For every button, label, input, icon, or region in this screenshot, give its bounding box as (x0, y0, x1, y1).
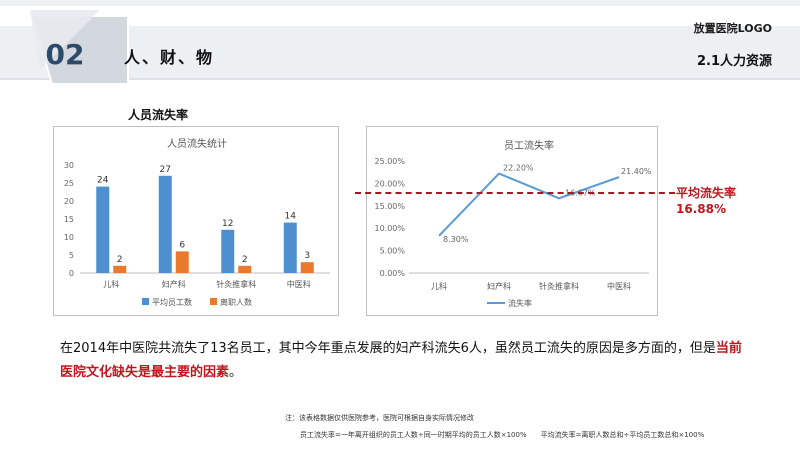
legend-label-turnover: 流失率 (508, 298, 532, 308)
formula-notes: 员工流失率=一年离开组织的员工人数÷同一时期平均的员工人数×100% 平均流失率=… (300, 430, 718, 440)
line-chart-ytick: 15.00% (374, 202, 405, 211)
bar-chart-category-label: 中医科 (287, 279, 311, 289)
bar-chart-ytick: 15 (64, 215, 74, 224)
bar-chart-ytick: 5 (69, 251, 74, 260)
sub-section-title: 2.1人力资源 (696, 54, 772, 69)
bar-chart-title: 人员流失统计 (167, 137, 227, 150)
line-data-label: 8.30% (443, 235, 469, 244)
line-series-turnover (438, 172, 620, 237)
line-data-label: 22.20% (503, 164, 534, 173)
section-badge (30, 10, 130, 90)
line-chart-category-label: 中医科 (607, 281, 631, 291)
bar-chart-ytick: 30 (64, 161, 74, 170)
bar-data-label: 24 (97, 176, 109, 186)
line-chart-ytick: 25.00% (374, 157, 405, 166)
line-chart-category-label: 妇产科 (487, 281, 511, 291)
bar-chart-category-label: 妇产科 (162, 279, 186, 289)
bar-chart-ytick: 20 (64, 197, 74, 206)
bar-departures (300, 262, 314, 273)
bar-departures (113, 265, 127, 273)
section-number: 02 (45, 38, 85, 71)
section-title: 人、财、物 (124, 48, 215, 67)
chart-heading: 人员流失率 (128, 108, 189, 122)
summary-text: 在2014年中医院共流失了13名员工，其中今年重点发展的妇产科流失6人，虽然员工… (60, 341, 716, 356)
bar-chart-ytick: 10 (64, 233, 74, 242)
average-rate-title: 平均流失率 (676, 186, 737, 200)
line-data-label: 21.40% (621, 167, 652, 176)
bar-data-label: 2 (242, 255, 248, 265)
bar-data-label: 14 (285, 212, 297, 222)
formula-turnover: 员工流失率=一年离开组织的员工人数÷同一时期平均的员工人数×100% (300, 431, 527, 439)
line-chart-ytick: 5.00% (380, 247, 406, 256)
average-rate-line (355, 192, 675, 194)
legend-label-avg-staff: 平均员工数 (152, 297, 192, 307)
legend-swatch-avg-staff (142, 298, 149, 305)
bar-data-label: 2 (117, 255, 123, 265)
legend-label-departures: 离职人数 (220, 297, 252, 307)
bar-chart-ytick: 0 (69, 269, 74, 278)
summary-end: 。 (229, 365, 243, 380)
bar-chart-category-label: 儿科 (103, 279, 119, 289)
bar-avg-staff (158, 175, 172, 273)
bar-avg-staff (283, 222, 297, 273)
bar-data-label: 6 (179, 240, 185, 250)
line-chart-ytick: 10.00% (374, 224, 405, 233)
bar-chart-panel: 人员流失统计 0 5 10 15 20 25 30 24 2 儿科 27 6 妇产科 12 2 针灸推拿科 14 3… (53, 126, 339, 316)
header-divider (0, 78, 800, 80)
bar-departures (175, 251, 189, 273)
average-rate-label: 平均流失率 16.88% (676, 185, 736, 217)
average-rate-value: 16.88% (676, 202, 726, 216)
formula-average: 平均流失率=离职人数总和÷平均员工数总和×100% (540, 431, 705, 439)
line-chart-title: 员工流失率 (504, 139, 554, 152)
header-top-strip (0, 0, 800, 6)
line-chart-panel: 员工流失率 0.00% 5.00% 10.00% 15.00% 20.00% 25.00% 8… (366, 126, 658, 316)
bar-data-label: 12 (222, 219, 233, 229)
bar-departures (238, 265, 252, 273)
line-chart-category-label: 针灸推拿科 (539, 281, 579, 291)
line-chart: 员工流失率 0.00% 5.00% 10.00% 15.00% 20.00% 25.00% 8… (374, 139, 652, 308)
bar-chart-category-label: 针灸推拿科 (216, 279, 256, 289)
bar-avg-staff (96, 186, 110, 273)
bar-avg-staff (221, 229, 235, 273)
legend-swatch-departures (210, 298, 217, 305)
summary-highlight: 当前医院文化缺失是最主要的因素 (60, 341, 742, 380)
line-chart-ytick: 0.00% (380, 269, 406, 278)
bar-chart: 人员流失统计 0 5 10 15 20 25 30 24 2 儿科 27 6 妇产科 12 2 针灸推拿科 14 3… (64, 137, 330, 307)
bar-chart-ytick: 25 (64, 179, 74, 188)
header-band (0, 26, 800, 78)
line-chart-category-label: 儿科 (431, 281, 447, 291)
bar-data-label: 27 (160, 165, 171, 175)
line-chart-ytick: 20.00% (374, 179, 405, 188)
summary-paragraph: 在2014年中医院共流失了13名员工，其中今年重点发展的妇产科流失6人，虽然员工… (60, 337, 750, 385)
bar-data-label: 3 (304, 251, 310, 261)
hospital-logo-placeholder: 放置医院LOGO (693, 22, 772, 35)
footnote: 注：该表格数据仅供医院参考，医院可根据自身实际情况修改 (285, 414, 474, 422)
